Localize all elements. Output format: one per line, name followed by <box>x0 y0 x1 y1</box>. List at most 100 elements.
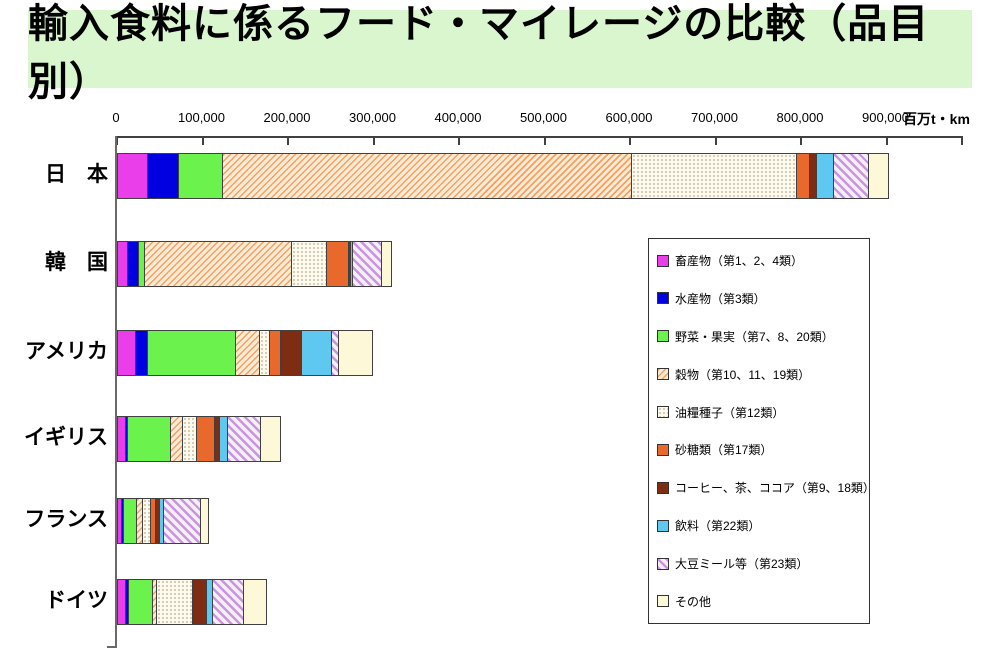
bar-segment-sugar <box>327 242 349 286</box>
bar-segment-sugar <box>796 154 810 198</box>
legend-swatch-icon <box>657 595 669 608</box>
x-axis-tickmark <box>116 136 118 145</box>
country-label: アメリカ <box>25 340 108 363</box>
legend-item-fishery: 水産物（第3類） <box>657 290 861 307</box>
bar-segment-others <box>338 331 372 375</box>
bar-segment-soybean-meal <box>164 499 202 543</box>
x-axis-line <box>116 136 963 138</box>
bar-segment-others <box>260 417 280 461</box>
legend-item-label: 大豆ミール等（第23類） <box>675 557 809 571</box>
bar-segment-fishery <box>126 580 129 624</box>
y-axis-line <box>115 136 117 648</box>
legend-item-grains: 穀物（第10、11、19類） <box>657 366 861 383</box>
bar-segment-beverages <box>160 499 165 543</box>
bar-segment-coffee-tea-cocoa <box>194 580 207 624</box>
bar-segment-oilseeds <box>260 331 271 375</box>
legend-item-oilseeds: 油糧種子（第12類） <box>657 404 861 421</box>
bar-segment-sugar <box>193 580 195 624</box>
country-label: 日 本 <box>45 163 108 186</box>
legend-item-livestock: 畜産物（第1、2、4類） <box>657 252 861 269</box>
x-axis-tickmark <box>287 136 289 145</box>
x-axis-tick-label: 900,000 <box>862 110 909 125</box>
bar-segment-beverages <box>350 242 354 286</box>
x-axis-tick-label: 500,000 <box>520 110 567 125</box>
bar-segment-vegetables-fruits <box>148 331 236 375</box>
legend-item-label: 穀物（第10、11、19類） <box>675 367 811 382</box>
country-label: 韓 国 <box>45 251 108 274</box>
legend: 畜産物（第1、2、4類） 水産物（第3類） 野菜・果実（第7、8、20類） 穀物（第1… <box>648 238 875 624</box>
bar-segment-livestock <box>118 580 127 624</box>
legend-item-sugar: 砂糖類（第17類） <box>657 441 861 458</box>
bar-segment-soybean-meal <box>331 331 339 375</box>
bar-segment-vegetables-fruits <box>138 242 146 286</box>
legend-item-beverages: 飲料（第22類） <box>657 517 861 534</box>
bar-segment-coffee-tea-cocoa <box>348 242 351 286</box>
x-axis-unit-label: 百万t・km <box>903 111 970 127</box>
bar-segment-vegetables-fruits <box>123 499 137 543</box>
x-axis-tickmark <box>372 136 375 145</box>
country-label: フランス <box>24 508 108 531</box>
bar-segment-livestock <box>118 499 123 543</box>
bar-segment-oilseeds <box>183 417 197 461</box>
bar-segment-sugar <box>196 417 215 461</box>
legend-swatch-icon <box>657 519 669 532</box>
x-axis-tickmark <box>458 136 460 145</box>
bar-segment-fishery <box>125 417 128 461</box>
bar-segment-fishery <box>147 154 179 198</box>
bar-segment-livestock <box>118 417 126 461</box>
legend-item-label: 飲料（第22類） <box>675 519 761 534</box>
bar-segment-vegetables-fruits <box>178 154 224 198</box>
y-axis-end-tick <box>107 646 117 648</box>
bar-segment-fishery <box>128 242 139 286</box>
country-label: イギリス <box>24 426 108 449</box>
stacked-bar <box>117 153 890 199</box>
x-axis-tick-label: 0 <box>112 110 120 125</box>
legend-item-others: その他 <box>657 593 861 610</box>
legend-swatch-icon <box>657 254 669 267</box>
legend-swatch-icon <box>657 557 669 570</box>
legend-item-label: 砂糖類（第17類） <box>675 443 773 458</box>
bar-segment-oilseeds <box>142 499 152 543</box>
stacked-bar <box>117 330 373 376</box>
bar-segment-others <box>382 242 391 286</box>
bar-segment-livestock <box>118 242 129 286</box>
legend-item-soybean-meal: 大豆ミール等（第23類） <box>657 555 861 572</box>
bar-segment-coffee-tea-cocoa <box>155 499 160 543</box>
bar-segment-vegetables-fruits <box>127 417 171 461</box>
chart-title: 輸入食料に係るフード・マイレージの比較（品目別） <box>28 2 972 104</box>
bar-segment-beverages <box>206 580 213 624</box>
bar-segment-soybean-meal <box>212 580 244 624</box>
legend-swatch-icon <box>657 406 669 418</box>
x-axis-tickmark <box>885 136 888 145</box>
bar-segment-grains <box>145 242 293 286</box>
bar-segment-beverages <box>301 331 332 375</box>
x-axis-tick-label: 100,000 <box>178 110 225 125</box>
x-axis-tickmark <box>800 136 802 145</box>
bar-segment-livestock <box>118 154 148 198</box>
x-axis-tick-label: 300,000 <box>349 110 396 125</box>
bar-segment-beverages <box>220 417 229 461</box>
bar-segment-fishery <box>135 331 149 375</box>
legend-swatch-icon <box>657 481 669 494</box>
bar-segment-vegetables-fruits <box>128 580 153 624</box>
bar-segment-others <box>243 580 266 624</box>
bar-segment-sugar <box>151 499 156 543</box>
x-axis-tickmark <box>714 136 717 145</box>
legend-item-label: 油糧種子（第12類） <box>675 405 785 420</box>
x-axis-tickmark <box>543 136 546 145</box>
stacked-bar <box>117 579 267 625</box>
x-axis-tickmark <box>201 136 204 145</box>
bar-segment-soybean-meal <box>353 242 383 286</box>
x-axis-tick-label: 600,000 <box>605 110 653 125</box>
country-label: ドイツ <box>45 589 108 612</box>
bar-segment-fishery <box>122 499 124 543</box>
x-axis-tick-label: 400,000 <box>434 110 482 125</box>
bar-segment-grains <box>136 499 143 543</box>
x-axis-tickmark <box>961 136 963 145</box>
legend-swatch-icon <box>657 292 669 305</box>
x-axis-tick-label: 700,000 <box>691 110 738 125</box>
bar-segment-soybean-meal <box>833 154 870 198</box>
x-axis-tick-label: 200,000 <box>263 110 311 125</box>
bar-segment-grains <box>223 154 632 198</box>
bar-segment-grains <box>235 331 261 375</box>
